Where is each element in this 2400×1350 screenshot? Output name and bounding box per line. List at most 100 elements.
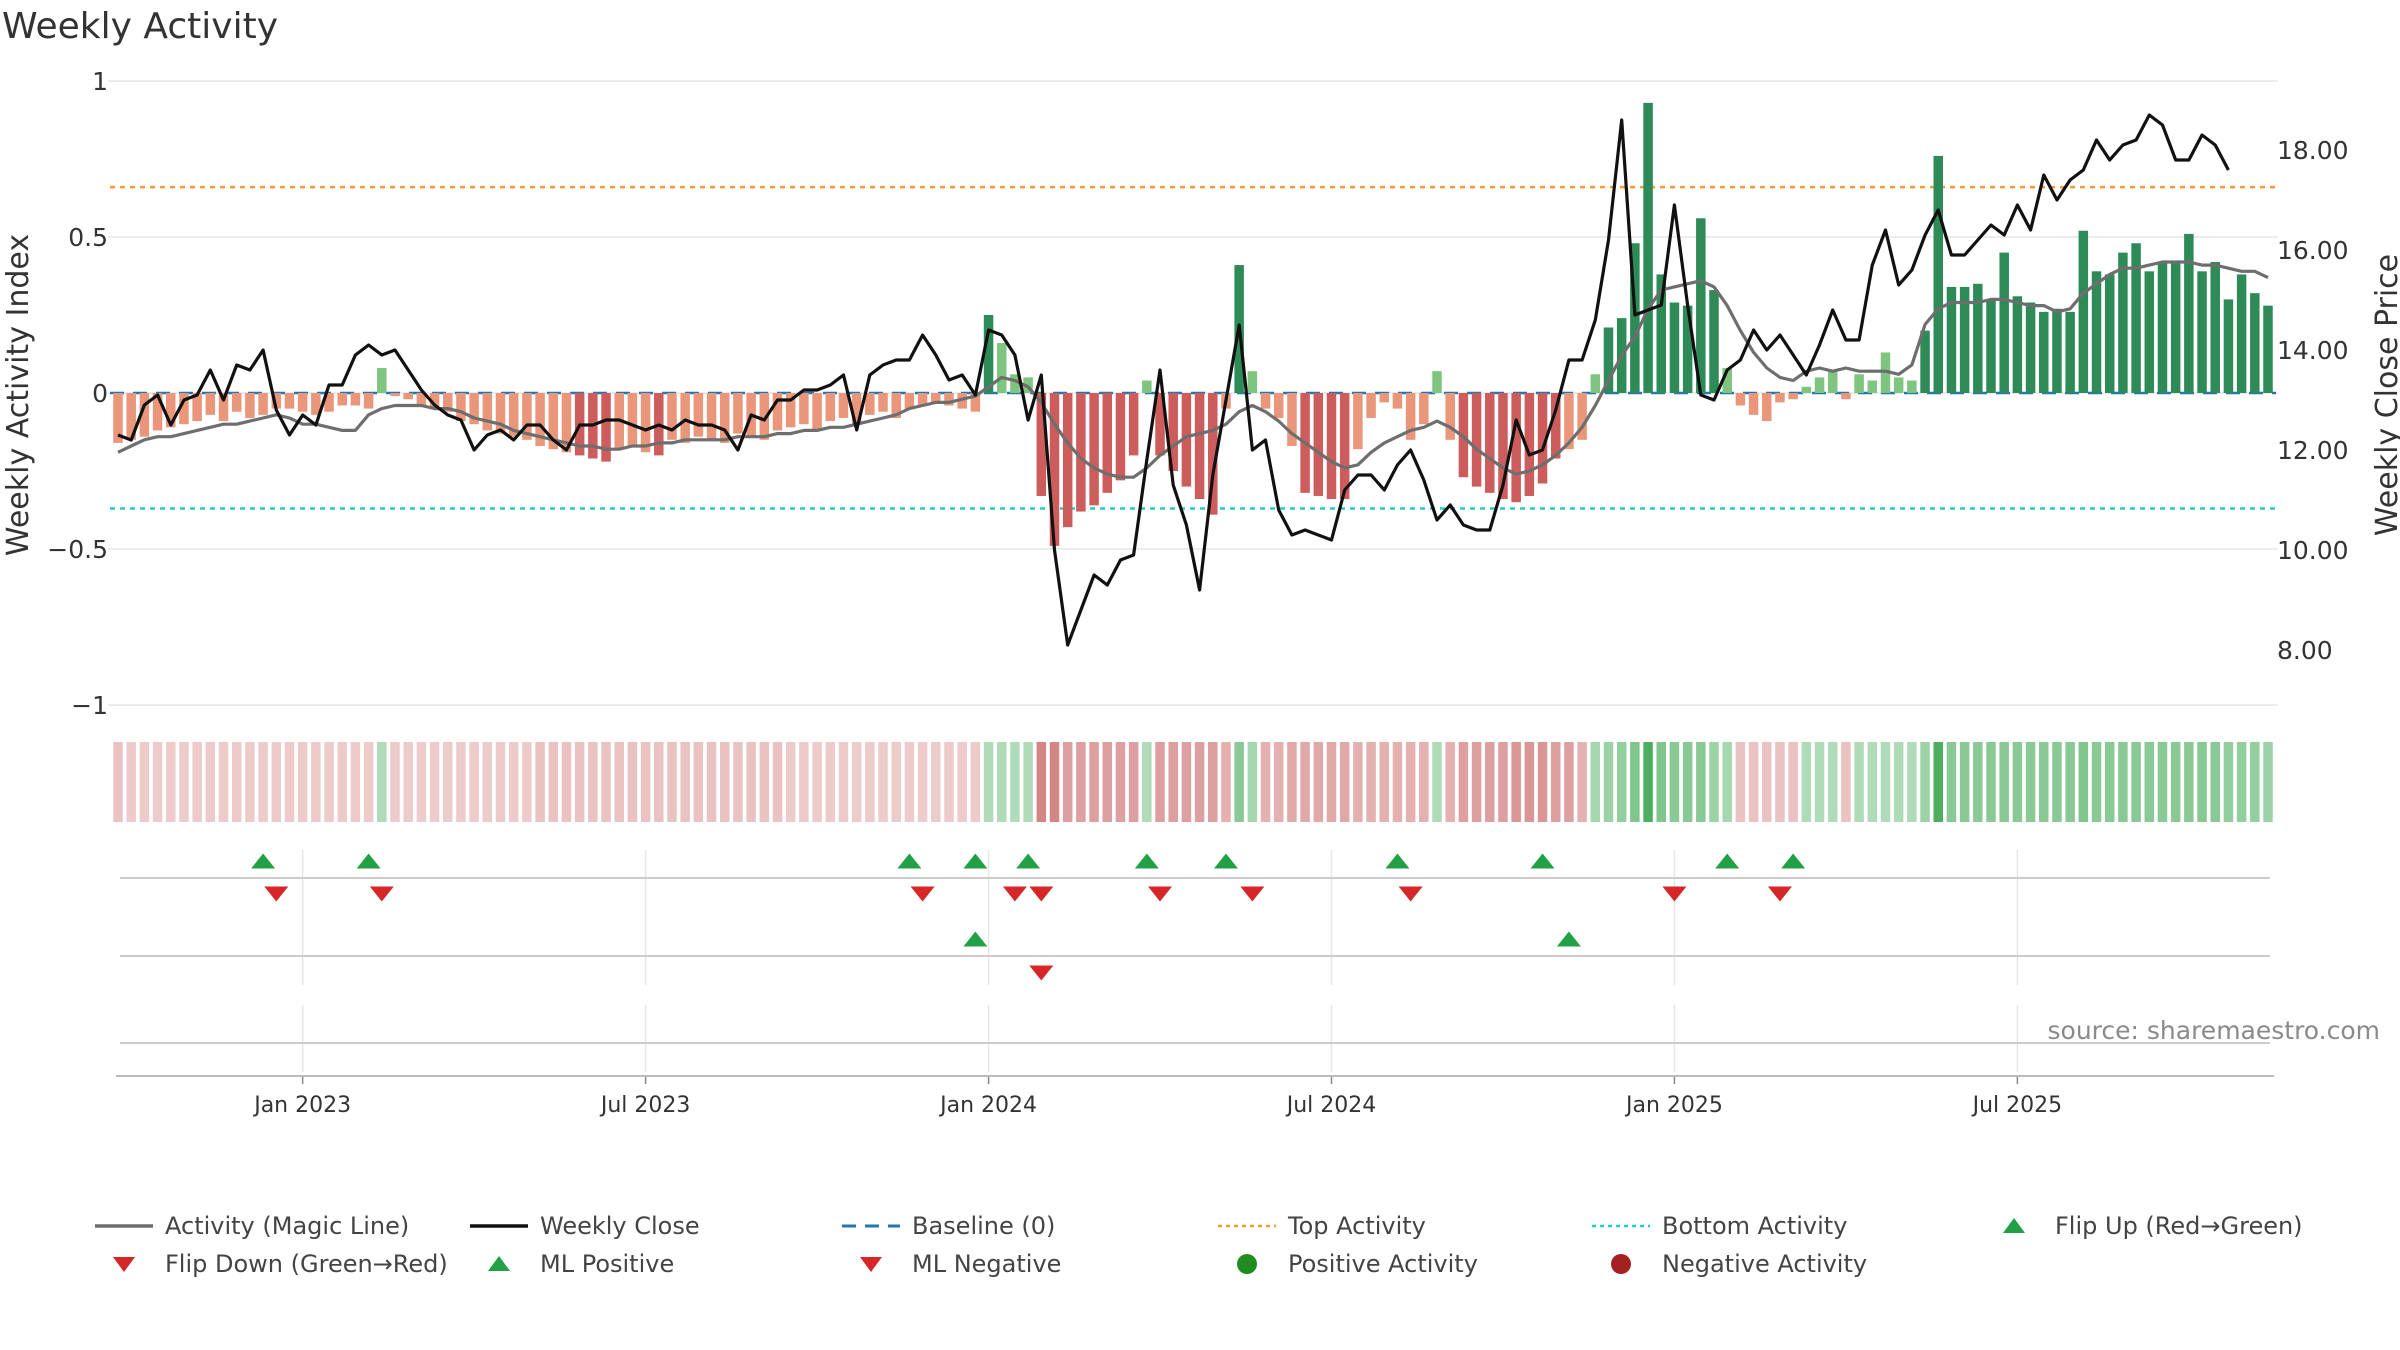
activity-bar (891, 393, 901, 418)
activity-bar (2184, 233, 2194, 393)
activity-strip-cell (838, 742, 849, 822)
flip-up-marker (1016, 853, 1041, 869)
legend-label: Bottom Activity (1662, 1212, 1848, 1240)
activity-bar (2065, 311, 2075, 393)
weekly-activity-chart: 1 0.5 0 −0.5 −1 8.00 10.00 12.00 14.00 16.00 18.00… (1, 67, 2400, 1118)
y-tick-label-left: 1 (92, 67, 108, 96)
activity-bar (759, 393, 770, 440)
activity-strip-cell (363, 742, 374, 822)
activity-bar (1590, 374, 1601, 393)
activity-strip-cell (1102, 742, 1113, 822)
activity-strip-cell (1643, 742, 1653, 822)
y-tick-label-left: −1 (71, 691, 108, 720)
activity-strip-cell (218, 742, 229, 822)
legend-swatch-neg_act (1611, 1254, 1631, 1274)
activity-strip-cell (1194, 742, 1205, 822)
activity-strip-cell (1590, 742, 1601, 822)
activity-bar (1696, 218, 1706, 393)
y-tick-label-left: −0.5 (47, 535, 108, 564)
legend-label: Top Activity (1288, 1212, 1426, 1240)
activity-bar (350, 393, 361, 406)
activity-strip-cell (1827, 742, 1838, 822)
activity-bar (1181, 393, 1192, 487)
activity-strip-cell (2091, 742, 2102, 822)
activity-strip-cell (1696, 742, 1706, 822)
activity-bar (126, 393, 136, 440)
activity-strip-cell (772, 742, 783, 822)
activity-bar (878, 393, 888, 412)
activity-strip-cell (1392, 742, 1403, 822)
activity-strip-cell (1775, 742, 1785, 822)
activity-strip-cell (1339, 742, 1350, 822)
activity-strip-cell (1682, 742, 1693, 822)
activity-strip-cell (1669, 742, 1680, 822)
activity-strip-cell (1445, 742, 1455, 822)
y-tick-label-right: 12.00 (2277, 436, 2349, 465)
activity-bar (1577, 393, 1587, 440)
activity-strip-cell (1247, 742, 1258, 822)
flip-down-marker (1662, 886, 1687, 902)
activity-bar (258, 393, 268, 415)
activity-strip-cell (2263, 742, 2273, 822)
ml-positive-marker (963, 931, 988, 947)
activity-bar (2039, 311, 2049, 393)
flip-down-marker (1002, 886, 1027, 902)
activity-bar (838, 393, 849, 418)
activity-strip-cell (1577, 742, 1587, 822)
activity-bar (2263, 305, 2273, 393)
activity-bar (1260, 393, 1271, 409)
activity-bar (363, 393, 374, 409)
flip-up-marker (1385, 853, 1410, 869)
activity-strip-cell (733, 742, 743, 822)
legend-swatch-close (470, 1224, 528, 1228)
activity-strip-cell (1458, 742, 1469, 822)
activity-strip-cell (284, 742, 295, 822)
activity-strip-cell (957, 742, 967, 822)
activity-bar (2118, 252, 2128, 393)
activity-bar (944, 393, 954, 406)
activity-bar (245, 393, 255, 418)
activity-strip-cell (166, 742, 176, 822)
activity-bar (1498, 393, 1508, 500)
activity-bar (785, 393, 796, 428)
activity-bar (1524, 393, 1535, 496)
activity-strip-cell (324, 742, 334, 822)
activity-bar (482, 393, 493, 431)
activity-bar (2052, 308, 2062, 393)
activity-strip-cell (1155, 742, 1165, 822)
activity-strip-cell (297, 742, 308, 822)
activity-bar (1920, 330, 1930, 393)
activity-bar (271, 393, 282, 409)
activity-strip-cell (1062, 742, 1073, 822)
activity-strip-cell (1814, 742, 1825, 822)
legend-swatch-flip_up (2003, 1218, 2025, 1233)
x-tick-label: Jul 2024 (1285, 1093, 1377, 1118)
activity-bar (1379, 393, 1390, 403)
activity-strip-cell (1511, 742, 1521, 822)
y-axis-label-right: Weekly Close Price (2370, 254, 2400, 536)
activity-bar (667, 393, 677, 440)
legend-swatch-magic (95, 1224, 153, 1228)
activity-bar (535, 393, 545, 447)
activity-strip-cell (1564, 742, 1574, 822)
activity-strip-cell (2078, 742, 2089, 822)
activity-bar (1010, 374, 1020, 393)
activity-bar (1867, 380, 1878, 393)
activity-strip-cell (1946, 742, 1957, 822)
activity-bar (179, 393, 189, 425)
activity-strip-cell (1854, 742, 1864, 822)
activity-strip-cell (759, 742, 770, 822)
activity-strip-cell (429, 742, 440, 822)
activity-bar (1854, 374, 1864, 393)
legend-label: Negative Activity (1662, 1250, 1868, 1278)
activity-bar (1471, 393, 1482, 487)
activity-bar (733, 393, 743, 434)
activity-bar (324, 393, 334, 412)
activity-bar (851, 393, 862, 425)
activity-strip-cell (970, 742, 981, 822)
activity-bar (1405, 393, 1416, 440)
legend-swatch-flip_down (113, 1257, 135, 1272)
legend-swatch-ml_neg (860, 1257, 882, 1272)
activity-strip-cell (350, 742, 361, 822)
activity-bar (1669, 302, 1680, 393)
